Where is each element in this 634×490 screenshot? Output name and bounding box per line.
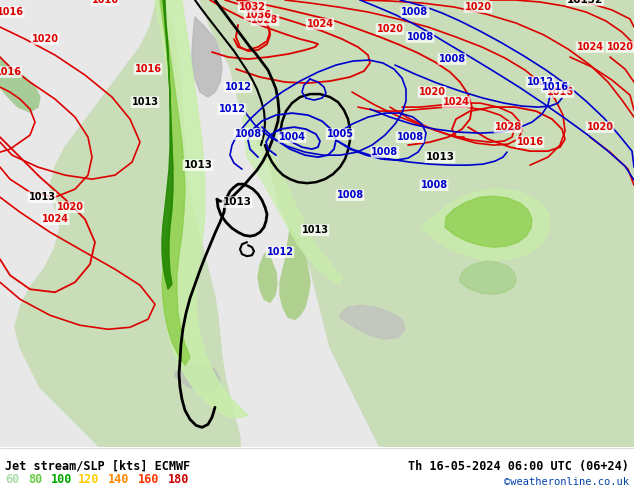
Polygon shape — [280, 227, 310, 319]
Text: 1008: 1008 — [406, 32, 434, 42]
Text: 100: 100 — [51, 473, 72, 487]
Text: 1016: 1016 — [91, 0, 119, 5]
Text: 1013: 1013 — [29, 192, 56, 202]
Text: 160: 160 — [138, 473, 159, 487]
Text: 1013: 1013 — [425, 152, 455, 162]
Text: 1008: 1008 — [235, 129, 262, 139]
Text: 1024: 1024 — [576, 42, 604, 52]
Text: 1008: 1008 — [401, 7, 429, 17]
Text: 1013: 1013 — [183, 160, 212, 170]
Polygon shape — [155, 0, 248, 417]
Polygon shape — [445, 196, 532, 247]
Text: 120: 120 — [78, 473, 100, 487]
Text: 1008: 1008 — [420, 180, 448, 190]
Text: 1020: 1020 — [418, 87, 446, 97]
Text: 80: 80 — [28, 473, 42, 487]
Text: 1012: 1012 — [224, 82, 252, 92]
Polygon shape — [0, 57, 40, 112]
Text: Th 16-05-2024 06:00 UTC (06+24): Th 16-05-2024 06:00 UTC (06+24) — [408, 460, 629, 472]
Text: 1020: 1020 — [56, 202, 84, 212]
Text: 1024: 1024 — [41, 214, 68, 224]
Text: 1016: 1016 — [547, 87, 574, 97]
Text: 1008: 1008 — [396, 132, 424, 142]
Text: 10132: 10132 — [567, 0, 603, 5]
Text: Jet stream/SLP [kts] ECMWF: Jet stream/SLP [kts] ECMWF — [5, 460, 190, 472]
Polygon shape — [420, 189, 550, 260]
Text: 1036: 1036 — [245, 10, 271, 20]
Text: 1012: 1012 — [219, 104, 245, 114]
Text: 1028: 1028 — [495, 122, 522, 132]
Text: 1012: 1012 — [266, 247, 294, 257]
Text: 1013: 1013 — [131, 97, 158, 107]
Text: 1020: 1020 — [586, 122, 614, 132]
Text: 1016: 1016 — [517, 137, 543, 147]
Text: 1020: 1020 — [377, 24, 403, 34]
Text: 1016: 1016 — [541, 82, 569, 92]
Polygon shape — [340, 305, 405, 339]
Text: 1008: 1008 — [372, 147, 399, 157]
Text: 1012: 1012 — [526, 77, 553, 87]
Polygon shape — [160, 0, 190, 366]
Polygon shape — [243, 113, 342, 284]
Text: 1004: 1004 — [278, 132, 306, 142]
Text: 1016: 1016 — [134, 64, 162, 74]
Text: 1008: 1008 — [337, 190, 363, 200]
Text: 1020: 1020 — [607, 42, 633, 52]
Text: ©weatheronline.co.uk: ©weatheronline.co.uk — [504, 477, 629, 487]
Text: 1013: 1013 — [223, 197, 252, 207]
Polygon shape — [200, 0, 634, 447]
Polygon shape — [175, 364, 220, 392]
Text: 1020: 1020 — [32, 34, 58, 44]
Text: 180: 180 — [168, 473, 190, 487]
Text: 1032: 1032 — [238, 2, 266, 12]
Polygon shape — [460, 261, 516, 294]
Text: 1016: 1016 — [0, 7, 23, 17]
Text: 1016: 1016 — [0, 67, 22, 77]
Text: 1005: 1005 — [327, 129, 354, 139]
Text: 140: 140 — [108, 473, 129, 487]
Text: 1028: 1028 — [252, 15, 278, 25]
Polygon shape — [258, 250, 277, 302]
Text: 1020: 1020 — [465, 2, 491, 12]
Text: 1024: 1024 — [306, 19, 333, 29]
Text: 1024: 1024 — [443, 97, 470, 107]
Polygon shape — [192, 17, 222, 97]
Polygon shape — [15, 0, 240, 447]
Polygon shape — [162, 0, 173, 289]
Text: 1008: 1008 — [439, 54, 465, 64]
Text: 1013: 1013 — [302, 225, 328, 235]
Text: 60: 60 — [5, 473, 19, 487]
